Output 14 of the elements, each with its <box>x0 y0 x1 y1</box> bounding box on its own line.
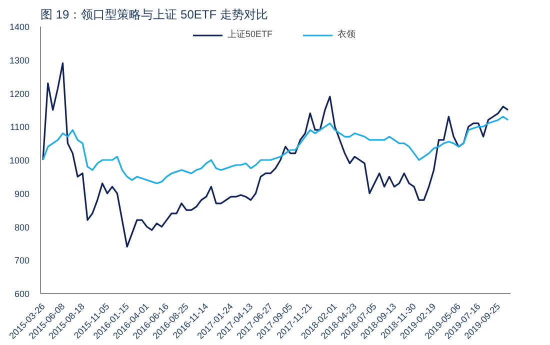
y-tick-label: 1200 <box>9 88 30 99</box>
legend-label: 衣领 <box>338 28 356 41</box>
legend-label: 上证50ETF <box>227 28 273 41</box>
y-tick-label: 600 <box>14 289 30 299</box>
line-series <box>42 116 509 184</box>
y-tick-label: 800 <box>14 222 30 232</box>
y-tick-label: 1300 <box>9 55 30 66</box>
y-tick-label: 1000 <box>9 156 30 166</box>
y-tick-label: 1100 <box>10 122 30 132</box>
y-tick-label: 700 <box>14 256 30 266</box>
y-tick-label: 1400 <box>9 22 30 32</box>
line-series <box>42 62 509 248</box>
y-tick-label: 900 <box>14 188 30 199</box>
chart-title: 图 19：领口型策略与上证 50ETF 走势对比 <box>40 8 268 22</box>
